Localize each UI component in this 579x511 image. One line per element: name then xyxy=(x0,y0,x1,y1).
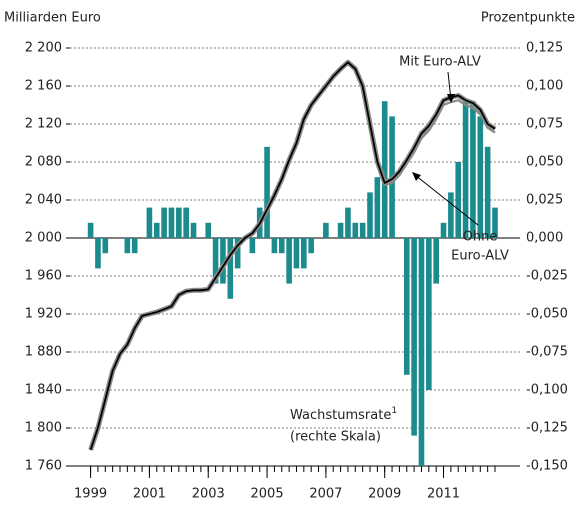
bar xyxy=(492,207,498,238)
bar xyxy=(470,101,476,238)
bar xyxy=(278,238,285,254)
bar xyxy=(212,238,219,284)
annotation: Wachstumsrate1 xyxy=(290,406,397,423)
y2-tick-label: 0,050 xyxy=(526,155,563,170)
bar xyxy=(359,222,366,238)
x-tick-label: 2001 xyxy=(133,487,166,502)
bar xyxy=(337,222,344,238)
bar xyxy=(440,222,447,238)
annotation: Euro-ALV xyxy=(451,249,509,264)
bar xyxy=(161,207,167,238)
y-tick-label: 1 800 xyxy=(25,421,62,436)
x-tick-label: 2011 xyxy=(427,487,460,502)
bar xyxy=(176,207,182,238)
bar xyxy=(455,162,462,238)
bar xyxy=(418,238,425,466)
bar xyxy=(264,146,270,238)
y2-tick-label: 0,075 xyxy=(526,117,563,132)
y-tick-label: 1 920 xyxy=(25,307,62,322)
bar xyxy=(345,207,351,238)
bar xyxy=(234,238,241,269)
bar xyxy=(367,192,373,238)
bar xyxy=(205,222,212,238)
bar xyxy=(433,238,439,284)
bar xyxy=(286,238,292,284)
y-tick-label: 1 760 xyxy=(25,459,62,474)
y2-tick-label: -0,075 xyxy=(526,345,568,360)
y-tick-label: 1 840 xyxy=(25,383,62,398)
bar xyxy=(131,238,138,254)
y2-tick-label: 0,000 xyxy=(526,231,563,246)
arrow xyxy=(414,174,479,226)
y-tick-label: 2 200 xyxy=(25,41,62,56)
bar xyxy=(301,238,307,269)
y2-tick-label: 0,025 xyxy=(526,193,563,208)
bar xyxy=(168,207,175,238)
y2-tick-label: -0,125 xyxy=(526,421,568,436)
x-tick-label: 2007 xyxy=(309,487,342,502)
y-tick-label: 1 880 xyxy=(25,345,62,360)
x-tick-label: 1999 xyxy=(74,487,107,502)
y-tick-label: 2 080 xyxy=(25,155,62,170)
x-tick-label: 2009 xyxy=(368,487,401,502)
bar xyxy=(102,238,109,254)
bar xyxy=(190,222,197,238)
y2-tick-label: -0,100 xyxy=(526,383,568,398)
x-tick-label: 2003 xyxy=(192,487,225,502)
bar xyxy=(249,238,256,254)
annotation-text: Wachstumsrate xyxy=(290,408,391,423)
x-tick-label: 2005 xyxy=(251,487,284,502)
bar xyxy=(381,101,388,238)
bar xyxy=(87,222,94,238)
y2-axis-label: Prozentpunkte xyxy=(481,11,575,26)
arrow-head xyxy=(447,94,455,103)
y-tick-label: 2 160 xyxy=(25,79,62,94)
bar xyxy=(403,238,410,375)
bar xyxy=(95,238,101,269)
bar xyxy=(374,177,381,238)
y2-tick-label: 0,100 xyxy=(526,79,563,94)
bar xyxy=(352,222,359,238)
annotation: (rechte Skala) xyxy=(290,430,381,445)
bar xyxy=(484,146,491,238)
bar xyxy=(323,222,329,238)
y2-tick-label: -0,025 xyxy=(526,269,568,284)
y-tick-label: 1 960 xyxy=(25,269,62,284)
line xyxy=(89,61,496,451)
bar xyxy=(308,238,314,254)
y-tick-label: 2 040 xyxy=(25,193,62,208)
y2-tick-label: -0,050 xyxy=(526,307,568,322)
bar xyxy=(462,101,469,238)
y-axis-label: Milliarden Euro xyxy=(4,11,101,26)
annotation: Ohne xyxy=(463,230,498,245)
bar xyxy=(227,238,234,299)
bar xyxy=(153,222,160,238)
bar xyxy=(293,238,300,269)
bar xyxy=(220,238,226,284)
bar xyxy=(477,116,484,238)
bar xyxy=(411,238,417,436)
bar xyxy=(448,192,454,238)
y2-tick-label: -0,150 xyxy=(526,459,568,474)
y-tick-label: 2 120 xyxy=(25,117,62,132)
y-tick-label: 2 000 xyxy=(25,231,62,246)
bar xyxy=(146,207,153,238)
annotation: Mit Euro-ALV xyxy=(399,55,481,70)
bar xyxy=(183,207,189,238)
y2-tick-label: 0,125 xyxy=(526,41,563,56)
bar xyxy=(426,238,432,390)
arrow-head xyxy=(412,172,421,181)
footnote-mark: 1 xyxy=(391,406,397,416)
bar xyxy=(124,238,131,254)
bar xyxy=(271,238,278,254)
